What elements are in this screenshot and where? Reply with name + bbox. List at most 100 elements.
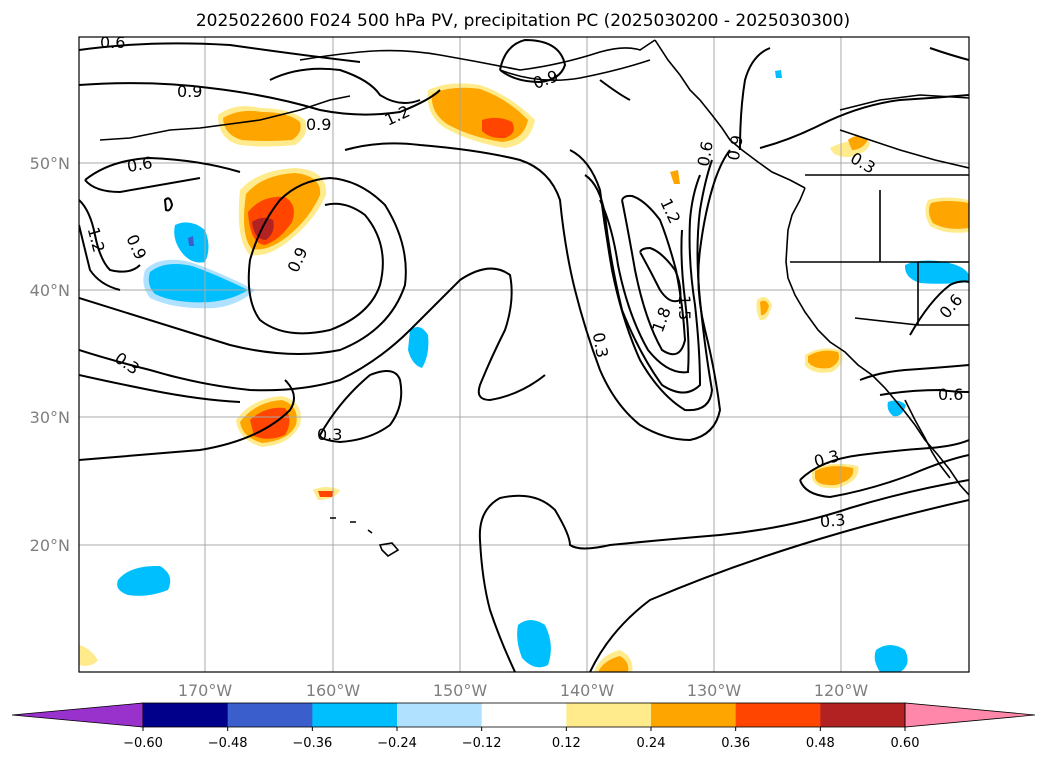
contour-line xyxy=(79,379,295,461)
lat-label: 50°N xyxy=(30,154,70,173)
contour-line xyxy=(84,177,201,194)
contour-line xyxy=(79,82,441,116)
colorbar-segment xyxy=(566,703,652,727)
precip-area xyxy=(760,300,769,316)
contour-line xyxy=(79,199,141,273)
contour-line xyxy=(929,47,969,61)
contour-line xyxy=(639,246,682,303)
contour-line xyxy=(759,94,969,149)
precip-area xyxy=(874,645,908,672)
colorbar-frame xyxy=(142,702,906,728)
lon-label: 120°W xyxy=(814,681,869,700)
lon-label: 150°W xyxy=(433,681,488,700)
contour-line xyxy=(589,499,969,672)
contour-line xyxy=(739,47,771,151)
contour-line xyxy=(84,156,241,181)
precip-area xyxy=(808,350,839,369)
precip-area xyxy=(223,110,301,141)
colorbar-extend-max xyxy=(904,702,1036,728)
contour-line xyxy=(799,439,969,481)
contour-label: 0.6 xyxy=(938,385,963,404)
lon-label: 130°W xyxy=(687,681,742,700)
figure-title: 2025022600 F024 500 hPa PV, precipitatio… xyxy=(196,11,850,31)
contour-line xyxy=(621,194,687,356)
alaska-coast xyxy=(299,39,656,71)
colorbar-segment xyxy=(481,703,567,727)
lat-label: 20°N xyxy=(30,536,70,555)
colorbar-segment xyxy=(143,703,229,727)
precip-negative-areas xyxy=(117,70,969,672)
precip-area xyxy=(188,236,194,246)
lon-label: 170°W xyxy=(178,681,233,700)
contour-label: 0.9 xyxy=(306,115,331,134)
contour-line xyxy=(344,142,731,442)
colorbar-segments xyxy=(11,702,1036,728)
contour-line xyxy=(879,388,969,396)
lat-label: 30°N xyxy=(30,408,70,427)
colorbar-segment xyxy=(651,703,737,727)
precip-area xyxy=(79,645,98,666)
contour-line xyxy=(499,38,567,84)
contour-line xyxy=(269,67,421,105)
aleutian-islands xyxy=(99,95,351,141)
precip-area xyxy=(815,466,854,486)
contour-line xyxy=(79,374,241,403)
colorbar-tick-label: 0.48 xyxy=(806,736,835,751)
coastlines xyxy=(99,39,969,558)
contour-line xyxy=(79,267,546,402)
contour-line xyxy=(163,197,174,212)
precip-area xyxy=(148,264,248,303)
precip-area xyxy=(408,326,429,368)
alaska-panhandle xyxy=(654,39,806,189)
alaska-interior xyxy=(499,59,651,82)
graticule xyxy=(79,37,969,672)
precip-area xyxy=(928,201,969,229)
precip-area xyxy=(670,170,680,184)
precip-area xyxy=(482,117,514,139)
contour-line xyxy=(79,176,407,355)
precip-area xyxy=(517,620,551,668)
contour-label: 0.3 xyxy=(819,510,846,531)
colorbar-tick-label: −0.12 xyxy=(462,736,502,751)
contour-labels: 0.6 0.9 0.9 1.2 0.6 1.2 0.9 0.9 0.3 0.3 … xyxy=(84,33,967,531)
colorbar-tick-label: −0.48 xyxy=(208,736,248,751)
precip-area xyxy=(775,70,782,78)
baja-coast xyxy=(904,399,951,479)
colorbar-segment xyxy=(312,703,398,727)
pv-contours xyxy=(79,38,969,672)
colorbar-segment xyxy=(227,703,313,727)
colorbar-tick-label: 0.60 xyxy=(891,736,920,751)
contour-label: 0.6 xyxy=(694,140,717,168)
contour-label: 1.5 xyxy=(675,295,694,320)
contour-line xyxy=(859,364,969,381)
precip-area xyxy=(904,260,969,284)
contour-label: 0.6 xyxy=(100,33,125,52)
contour-label: 0.9 xyxy=(177,82,202,101)
contour-line xyxy=(319,370,403,444)
colorbar-ticks: −0.60 −0.48 −0.36 −0.24 −0.12 0.12 0.24 0.36 0.4… xyxy=(123,727,919,751)
colorbar-tick-label: 0.36 xyxy=(721,736,750,751)
contour-line xyxy=(599,199,690,374)
contour-line xyxy=(909,280,969,336)
colorbar: −0.60 −0.48 −0.36 −0.24 −0.12 0.12 0.24 0.36 0.4… xyxy=(11,702,1036,751)
contour-line xyxy=(79,42,361,63)
precip-area xyxy=(318,491,334,497)
contour-label: 0.9 xyxy=(724,134,747,162)
colorbar-segment xyxy=(820,703,906,727)
longitude-labels: 170°W 160°W 150°W 140°W 130°W 120°W xyxy=(178,681,869,700)
contour-line xyxy=(79,224,121,291)
contour-line xyxy=(569,149,714,412)
hawaii-islands xyxy=(330,517,400,558)
colorbar-segment xyxy=(735,703,821,727)
contour-line xyxy=(584,174,702,394)
colorbar-segment xyxy=(397,703,483,727)
contour-label: 0.3 xyxy=(589,331,612,359)
contour-label: 0.3 xyxy=(317,425,342,444)
lon-label: 140°W xyxy=(560,681,615,700)
colorbar-tick-label: 0.24 xyxy=(637,736,666,751)
precip-area xyxy=(117,565,171,596)
precip-area xyxy=(598,656,629,672)
lat-label: 40°N xyxy=(30,281,70,300)
colorbar-tick-label: −0.36 xyxy=(292,736,332,751)
